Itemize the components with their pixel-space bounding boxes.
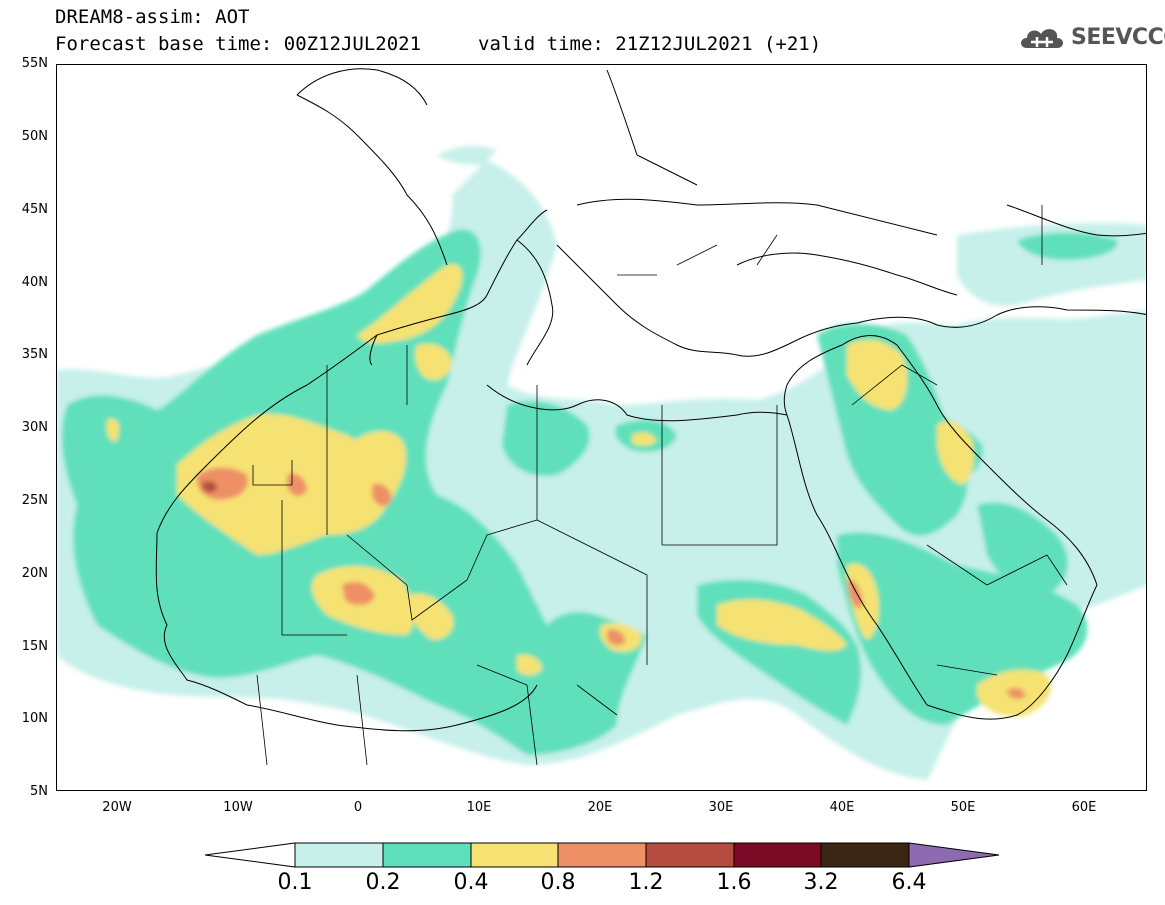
valid-time: valid time: 21Z12JUL2021 (+21) — [478, 33, 822, 55]
colorbar-bin-7 — [820, 842, 910, 868]
colorbar-bin-1 — [294, 842, 384, 868]
lat-label-25n: 25N — [21, 493, 48, 508]
lon-label-50e: 50E — [950, 800, 976, 815]
lon-label-10e: 10E — [466, 800, 492, 815]
lon-label-40e: 40E — [829, 800, 855, 815]
lon-label-20e: 20E — [587, 800, 613, 815]
colorbar-label-1.6: 1.6 — [716, 870, 752, 895]
lat-label-30n: 30N — [21, 420, 48, 435]
colorbar-label-0.4: 0.4 — [453, 870, 489, 895]
colorbar — [205, 842, 1000, 868]
colorbar-bin-4 — [557, 842, 647, 868]
colorbar-label-0.8: 0.8 — [540, 870, 576, 895]
lat-label-40n: 40N — [21, 275, 48, 290]
aot-contours — [57, 145, 1146, 780]
colorbar-bin-3 — [470, 842, 559, 868]
colorbar-bin-2 — [382, 842, 472, 868]
lat-label-55n: 55N — [21, 56, 48, 71]
map-title: DREAM8-assim: AOT — [55, 6, 250, 28]
colorbar-label-1.2: 1.2 — [628, 870, 664, 895]
seevccc-logo: SEEVCCC — [1017, 22, 1165, 52]
lat-label-5n: 5N — [30, 784, 48, 799]
aot-level-1.2 — [202, 481, 217, 493]
colorbar-low-arrow — [205, 842, 296, 868]
lat-label-35n: 35N — [21, 347, 48, 362]
colorbar-high-arrow — [908, 842, 1000, 868]
aot-level-0.4 — [106, 264, 1051, 717]
colorbar-label-0.1: 0.1 — [277, 870, 313, 895]
lon-label-10w: 10W — [223, 800, 253, 815]
colorbar-label-3.2: 3.2 — [803, 870, 839, 895]
country-borders — [252, 205, 1068, 766]
lat-label-10n: 10N — [21, 711, 48, 726]
map-panel — [56, 64, 1147, 791]
lat-label-45n: 45N — [21, 202, 48, 217]
lon-label-0: 0 — [353, 800, 363, 815]
colorbar-bin-6 — [733, 842, 822, 868]
aot-map — [57, 68, 1146, 780]
colorbar-bin-5 — [645, 842, 735, 868]
forecast-base-time: Forecast base time: 00Z12JUL2021 — [55, 33, 422, 55]
coastlines — [155, 68, 1146, 732]
lon-label-30e: 30E — [708, 800, 734, 815]
cloud-icon — [1021, 29, 1063, 48]
colorbar-label-0.2: 0.2 — [365, 870, 401, 895]
lon-label-20w: 20W — [102, 800, 132, 815]
lon-label-60e: 60E — [1071, 800, 1097, 815]
lat-label-20n: 20N — [21, 566, 48, 581]
lat-label-50n: 50N — [21, 129, 48, 144]
colorbar-label-6.4: 6.4 — [891, 870, 927, 895]
lat-label-15n: 15N — [21, 639, 48, 654]
logo-text: SEEVCCC — [1071, 24, 1165, 50]
